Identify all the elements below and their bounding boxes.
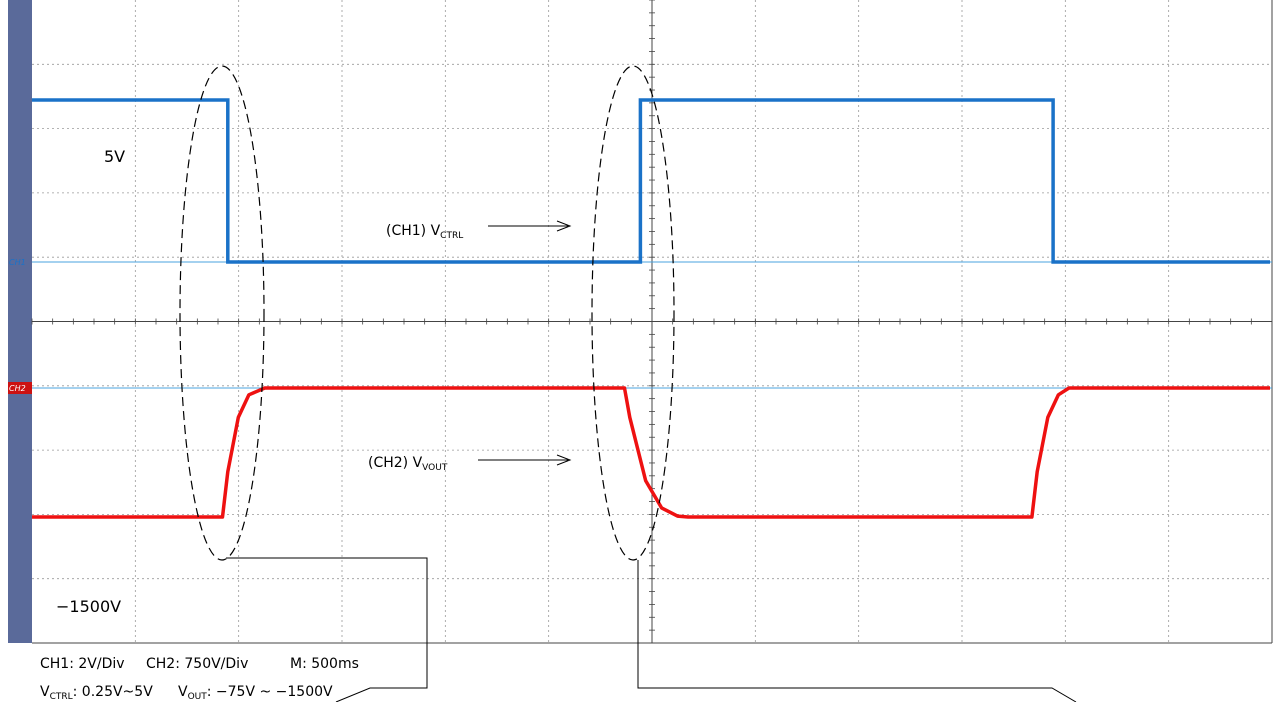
transition-highlight-1 bbox=[179, 65, 265, 561]
footer-ch2-scale: CH2: 750V/Div bbox=[146, 656, 248, 672]
ch1-marker: CH1 bbox=[9, 258, 26, 267]
leader-line-1 bbox=[226, 557, 428, 702]
ch2-level-label: −1500V bbox=[56, 597, 121, 616]
footer-vout-range: VOUT: −75V ~ −1500V bbox=[178, 684, 333, 702]
ch1-waveform bbox=[32, 98, 1270, 264]
footer-ch1-scale: CH1: 2V/Div bbox=[40, 656, 125, 672]
footer-ctrl-range: VCTRL: 0.25V~5V bbox=[40, 684, 153, 702]
ch2-annotation: (CH2) VVOUT bbox=[368, 455, 448, 473]
transition-highlight-2 bbox=[591, 65, 675, 561]
ch1-level-label: 5V bbox=[104, 147, 125, 166]
footer-timebase: M: 500ms bbox=[290, 656, 359, 672]
ch1-arrow-head bbox=[556, 220, 572, 232]
ch2-arrow-head bbox=[556, 454, 572, 466]
channel-marker-strip bbox=[8, 0, 32, 643]
graticule bbox=[31, 0, 1273, 644]
leader-line-2 bbox=[637, 560, 1077, 702]
ch2-waveform bbox=[32, 386, 1270, 519]
ch1-annotation: (CH1) VCTRL bbox=[386, 223, 463, 241]
ch2-marker-bg bbox=[8, 382, 32, 394]
ch2-marker: CH2 bbox=[9, 384, 26, 393]
